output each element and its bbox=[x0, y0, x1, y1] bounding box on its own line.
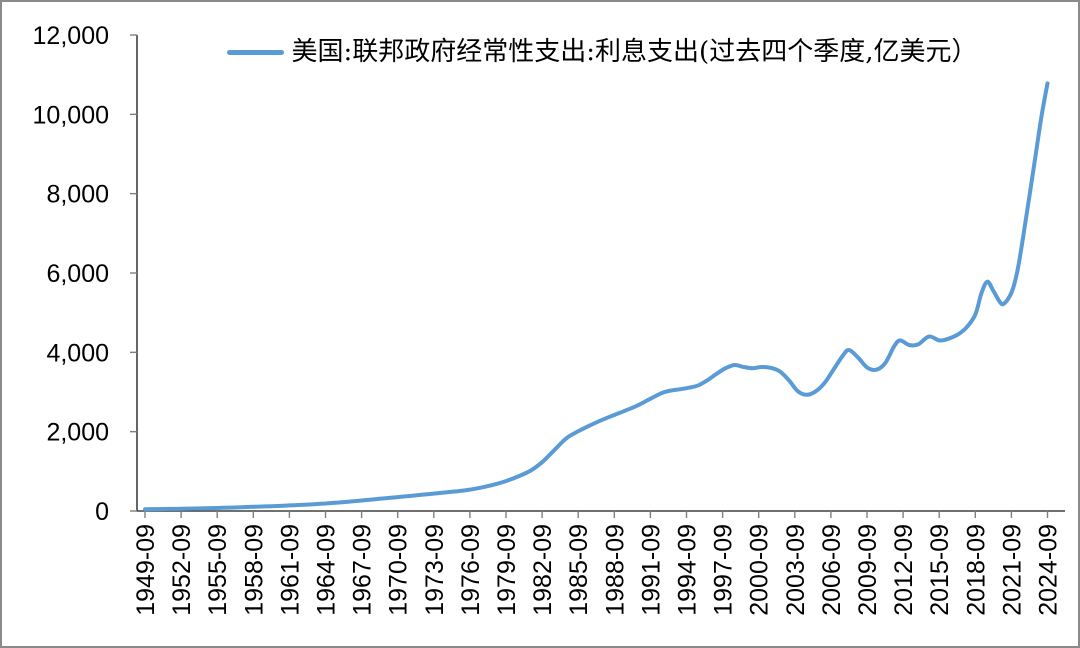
y-tick-label: 4,000 bbox=[46, 339, 109, 367]
x-tick-label: 1976-09 bbox=[457, 524, 485, 616]
x-tick-label: 1973-09 bbox=[421, 524, 449, 616]
y-tick-label: 12,000 bbox=[33, 22, 109, 50]
x-tick-label: 1994-09 bbox=[674, 524, 702, 616]
x-tick-label: 1982-09 bbox=[529, 524, 557, 616]
x-tick-label: 2003-09 bbox=[782, 524, 810, 616]
x-tick-label: 1988-09 bbox=[601, 524, 629, 616]
x-tick-label: 1955-09 bbox=[204, 524, 232, 616]
x-tick-label: 1985-09 bbox=[565, 524, 593, 616]
x-tick-label: 1964-09 bbox=[313, 524, 341, 616]
x-tick-label: 2024-09 bbox=[1035, 524, 1063, 616]
x-tick-label: 2000-09 bbox=[746, 524, 774, 616]
x-tick-label: 2012-09 bbox=[890, 524, 918, 616]
x-tick-label: 2009-09 bbox=[854, 524, 882, 616]
y-tick-label: 10,000 bbox=[33, 101, 109, 129]
legend-label: 美国:联邦政府经常性支出:利息支出(过去四个季度,亿美元） bbox=[291, 37, 978, 67]
data-series-line bbox=[143, 81, 1050, 512]
y-tick-label: 0 bbox=[95, 498, 109, 526]
y-tick-label: 2,000 bbox=[46, 419, 109, 447]
y-tick-label: 8,000 bbox=[46, 181, 109, 209]
y-tick-label: 6,000 bbox=[46, 260, 109, 288]
x-tick-label: 2006-09 bbox=[818, 524, 846, 616]
x-tick-label: 1970-09 bbox=[385, 524, 413, 616]
x-tick-label: 1961-09 bbox=[276, 524, 304, 616]
x-tick-label: 1967-09 bbox=[349, 524, 377, 616]
legend-line-marker-icon bbox=[226, 49, 284, 55]
x-tick-label: 1949-09 bbox=[132, 524, 160, 616]
x-tick-label: 2021-09 bbox=[998, 524, 1026, 616]
x-tick-label: 1991-09 bbox=[637, 524, 665, 616]
x-tick-label: 1958-09 bbox=[240, 524, 268, 616]
x-tick-label: 1979-09 bbox=[493, 524, 521, 616]
x-tick-label: 1997-09 bbox=[710, 524, 738, 616]
chart-legend: 美国:联邦政府经常性支出:利息支出(过去四个季度,亿美元） bbox=[152, 38, 1052, 67]
x-tick-label: 2015-09 bbox=[926, 524, 954, 616]
x-tick-label: 1952-09 bbox=[168, 524, 196, 616]
x-tick-label: 2018-09 bbox=[962, 524, 990, 616]
